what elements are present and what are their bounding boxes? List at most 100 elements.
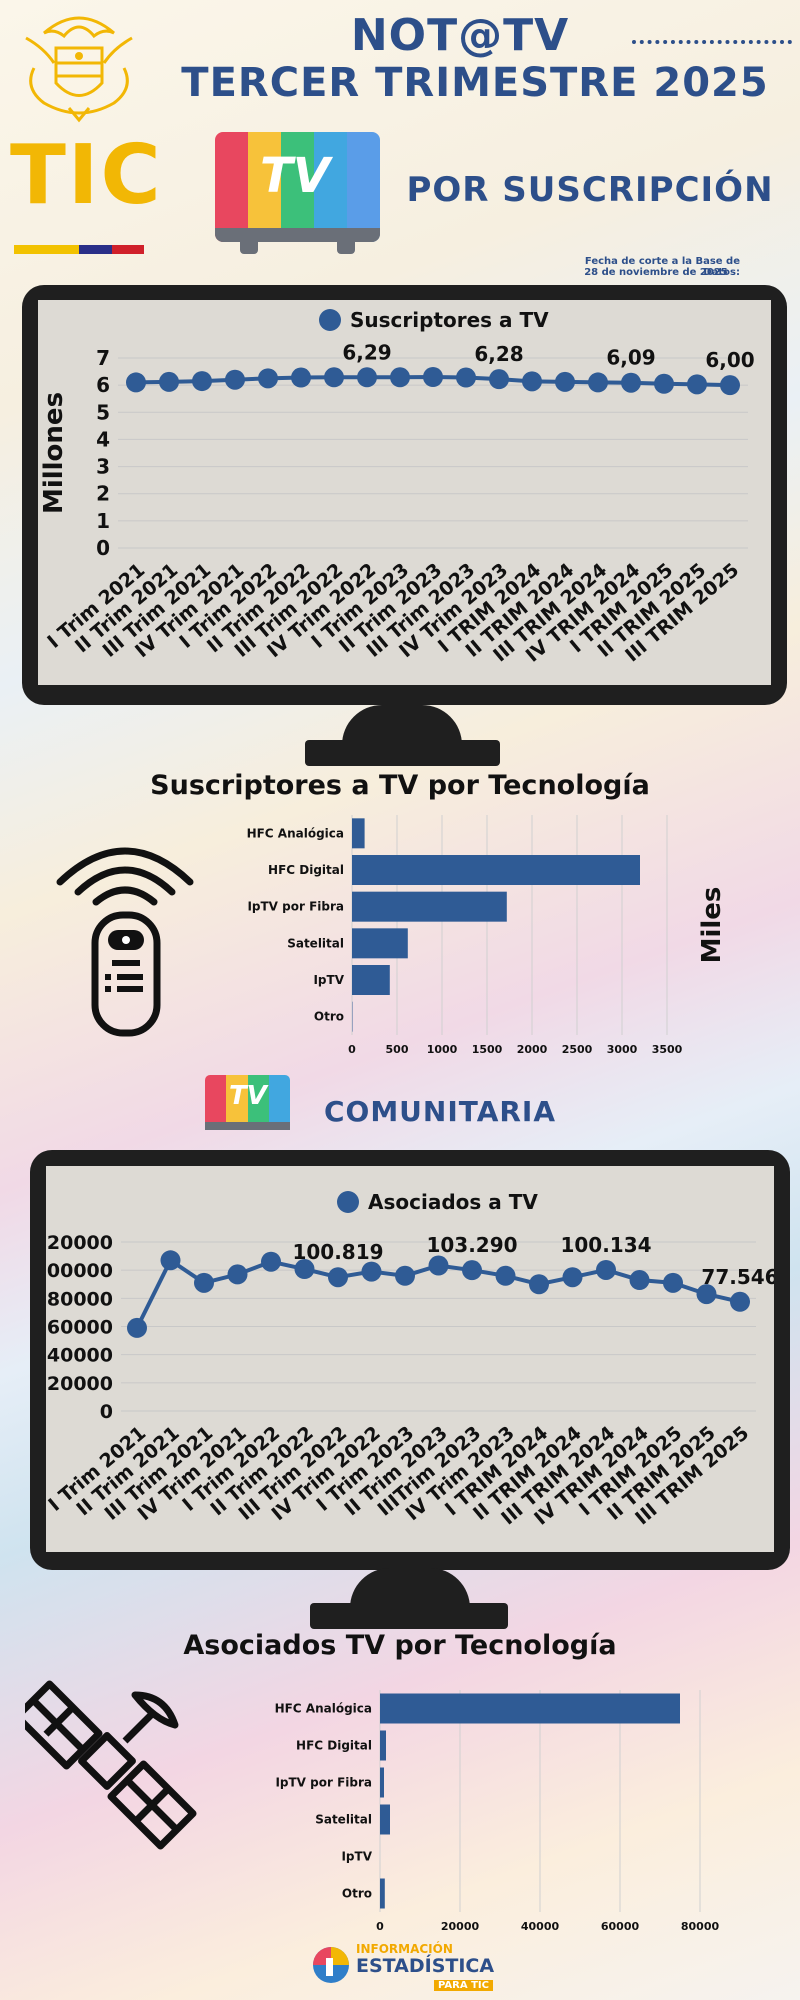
bar <box>352 818 365 849</box>
category-label: Otro <box>342 1887 372 1901</box>
y-tick-label: 6 <box>96 373 110 397</box>
data-point <box>663 1272 683 1293</box>
category-label: HFC Digital <box>268 863 344 877</box>
data-point <box>291 367 311 388</box>
data-point <box>522 371 542 392</box>
tic-logo: TIC <box>10 128 163 223</box>
data-point <box>654 373 674 394</box>
data-point <box>395 1265 415 1286</box>
monitor-base-2 <box>310 1603 508 1629</box>
bar <box>352 855 640 885</box>
cutoff-date-line1: Fecha de corte a la Base de Datos: <box>584 256 740 278</box>
chart-asociados-tecnologia: 0 20000 40000 60000 80000 HFC Analógica HFC Di… <box>275 1690 720 1933</box>
data-point <box>687 374 707 395</box>
data-point <box>720 375 740 396</box>
colombia-coat-of-arms-icon <box>25 16 133 123</box>
data-point <box>261 1251 281 1272</box>
x-tick-label: 0 <box>376 1920 384 1933</box>
chart4-title: Asociados TV por Tecnología <box>183 1630 617 1661</box>
footer-line2: ESTADÍSTICA <box>356 1955 495 1977</box>
data-point <box>160 1250 181 1271</box>
category-label: IpTV <box>313 973 344 987</box>
chart2-title: Suscriptores a TV por Tecnología <box>150 770 650 801</box>
data-point <box>596 1259 616 1280</box>
category-label: Satelital <box>315 1813 372 1827</box>
cutoff-date-line2: 28 de noviembre de 2025 <box>584 267 728 278</box>
bar <box>380 1767 384 1798</box>
tv-icon-small: TV <box>205 1075 290 1137</box>
data-point <box>423 367 443 387</box>
data-point <box>194 1272 214 1293</box>
x-tick-label: 60000 <box>601 1920 640 1933</box>
bar <box>352 928 408 959</box>
category-label: IpTV por Fibra <box>247 900 344 914</box>
data-point <box>428 1255 449 1276</box>
data-point <box>621 372 641 393</box>
chart-asociados-tv: Asociados a TV 0 20000 40000 60000 80000 10000… <box>46 1190 774 1530</box>
x-tick-label: 3500 <box>652 1043 683 1056</box>
bar <box>352 965 390 995</box>
x-tick-label: 1500 <box>472 1043 503 1056</box>
data-point <box>361 1261 382 1282</box>
data-point <box>324 367 344 388</box>
bar <box>380 1730 386 1761</box>
data-point <box>555 371 575 392</box>
monitor-screen-2 <box>46 1166 774 1552</box>
y-tick-label: 80000 <box>47 1288 113 1310</box>
y-tick-label: 20000 <box>47 1373 113 1395</box>
legend-marker <box>337 1191 359 1213</box>
data-point <box>456 367 476 388</box>
y-tick-label: 4 <box>96 427 110 451</box>
data-point <box>192 371 212 392</box>
monitor-screen-1 <box>38 300 771 685</box>
y-tick-label: 40000 <box>47 1345 113 1367</box>
y-tick-label: 0 <box>96 536 110 560</box>
section-comunitaria-label: COMUNITARIA <box>323 1095 557 1128</box>
x-tick-label: 20000 <box>441 1920 480 1933</box>
category-label: Otro <box>314 1010 344 1024</box>
satellite-icon <box>25 1680 197 1850</box>
data-point <box>390 367 410 388</box>
tv-icon: TV <box>215 132 380 257</box>
x-tick-label: 0 <box>348 1043 356 1056</box>
data-label: 100.134 <box>560 1233 651 1257</box>
data-point <box>126 372 146 393</box>
data-point <box>159 371 179 392</box>
footer-line3: PARA TIC <box>434 1980 493 1991</box>
bar <box>380 1878 385 1909</box>
tv-icon-label: TV <box>260 148 330 204</box>
chart-suscriptores-tv: Suscriptores a TV 0 1 2 3 4 5 6 7 Millones 6,29 6,2… <box>39 308 755 667</box>
y-tick-label: 60000 <box>47 1317 113 1339</box>
page-title-line1: NOT@TV <box>350 10 570 61</box>
legend-marker <box>319 309 341 331</box>
x-tick-label: 1000 <box>427 1043 458 1056</box>
monitor-base-1 <box>305 740 500 766</box>
data-point <box>227 1264 248 1285</box>
bar <box>352 891 507 922</box>
data-point <box>294 1259 315 1280</box>
remote-control-icon <box>56 847 194 1037</box>
data-point <box>258 368 278 389</box>
y-tick-label: 3 <box>96 455 110 479</box>
data-point <box>462 1260 482 1281</box>
x-tick-label: 3000 <box>607 1043 638 1056</box>
y-tick-label: 2 <box>96 482 110 506</box>
category-label: IpTV por Fibra <box>275 1776 372 1790</box>
data-label: 100.819 <box>292 1240 383 1264</box>
bar <box>380 1693 680 1724</box>
y-tick-label: 0 <box>100 1401 113 1423</box>
category-label: HFC Digital <box>296 1739 372 1753</box>
colombia-flag-bar <box>14 245 144 254</box>
y-tick-label: 5 <box>96 400 110 424</box>
footer-logo: INFORMACIÓN ESTADÍSTICA PARA TIC <box>310 1942 510 1998</box>
data-point <box>562 1267 583 1288</box>
y-tick-label: 100000 <box>46 1260 113 1282</box>
data-label: 6,28 <box>474 342 523 366</box>
x-tick-label: 80000 <box>681 1920 720 1933</box>
page-title-line2: TERCER TRIMESTRE 2025 <box>181 60 769 106</box>
data-label: 6,09 <box>606 346 655 370</box>
x-tick-label: 2000 <box>517 1043 548 1056</box>
data-point <box>127 1317 147 1338</box>
category-label: Satelital <box>287 936 344 950</box>
y-tick-label: 7 <box>96 346 110 370</box>
